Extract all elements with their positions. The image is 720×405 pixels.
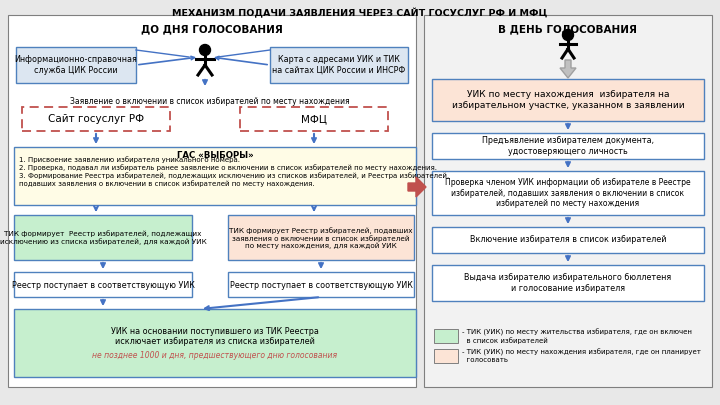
- Text: Включение избирателя в список избирателей: Включение избирателя в список избирателе…: [469, 235, 666, 245]
- Text: не позднее 1000 и дня, предшествующего дню голосования: не позднее 1000 и дня, предшествующего д…: [92, 350, 338, 360]
- FancyBboxPatch shape: [8, 15, 416, 387]
- FancyBboxPatch shape: [432, 227, 704, 253]
- Circle shape: [199, 45, 210, 55]
- Text: МФЦ: МФЦ: [301, 114, 327, 124]
- Text: Реестр поступает в соответствующую УИК: Реестр поступает в соответствующую УИК: [12, 281, 194, 290]
- Text: В ДЕНЬ ГОЛОСОВАНИЯ: В ДЕНЬ ГОЛОСОВАНИЯ: [498, 24, 637, 34]
- FancyArrow shape: [408, 177, 426, 197]
- FancyBboxPatch shape: [270, 47, 408, 83]
- FancyBboxPatch shape: [432, 133, 704, 159]
- FancyBboxPatch shape: [432, 171, 704, 215]
- Text: УИК по месту нахождения  избирателя на
избирательном участке, указанном в заявле: УИК по месту нахождения избирателя на из…: [451, 90, 684, 110]
- FancyBboxPatch shape: [14, 309, 416, 377]
- FancyBboxPatch shape: [228, 272, 414, 297]
- Circle shape: [562, 30, 574, 40]
- FancyBboxPatch shape: [16, 47, 136, 83]
- Text: ТИК формирует  Реестр избирателей, подлежащих
исключению из списка избирателей, : ТИК формирует Реестр избирателей, подлеж…: [0, 230, 207, 245]
- Text: Карта с адресами УИК и ТИК
на сайтах ЦИК России и ИНСРФ: Карта с адресами УИК и ТИК на сайтах ЦИК…: [272, 55, 405, 75]
- Text: 1. Присвоение заявлению избирателя уникального номера.
2. Проверка, подавал ли и: 1. Присвоение заявлению избирателя уника…: [19, 156, 449, 187]
- Text: УИК на основании поступившего из ТИК Реестра
исключает избирателя из списка изби: УИК на основании поступившего из ТИК Рее…: [111, 327, 319, 346]
- FancyArrow shape: [560, 60, 576, 78]
- Text: ТИК формирует Реестр избирателей, подавших
заявления о включении в список избира: ТИК формирует Реестр избирателей, подавш…: [229, 227, 413, 249]
- FancyBboxPatch shape: [22, 107, 170, 131]
- Text: Проверка членом УИК информации об избирателе в Реестре
избирателей, подавших зая: Проверка членом УИК информации об избира…: [445, 178, 690, 208]
- FancyBboxPatch shape: [432, 79, 704, 121]
- Text: Информационно-справочная
служба ЦИК России: Информационно-справочная служба ЦИК Росс…: [14, 55, 138, 75]
- Text: МЕХАНИЗМ ПОДАЧИ ЗАЯВЛЕНИЯ ЧЕРЕЗ САЙТ ГОСУСЛУГ РФ И МФЦ: МЕХАНИЗМ ПОДАЧИ ЗАЯВЛЕНИЯ ЧЕРЕЗ САЙТ ГОС…: [172, 8, 548, 18]
- FancyBboxPatch shape: [14, 147, 416, 205]
- Text: - ТИК (УИК) по месту жительства избирателя, где он включен
  в список избирателе: - ТИК (УИК) по месту жительства избирате…: [462, 328, 692, 344]
- Text: Сайт госуслуг РФ: Сайт госуслуг РФ: [48, 114, 144, 124]
- FancyBboxPatch shape: [228, 215, 414, 260]
- Text: - ТИК (УИК) по месту нахождения избирателя, где он планирует
  голосовать: - ТИК (УИК) по месту нахождения избирате…: [462, 349, 701, 363]
- FancyBboxPatch shape: [14, 272, 192, 297]
- Text: Предъявление избирателем документа,
удостоверяющего личность: Предъявление избирателем документа, удос…: [482, 136, 654, 156]
- FancyBboxPatch shape: [432, 265, 704, 301]
- FancyBboxPatch shape: [434, 349, 458, 363]
- FancyBboxPatch shape: [14, 215, 192, 260]
- Text: Выдача избирателю избирательного бюллетеня
и голосование избирателя: Выдача избирателю избирательного бюллете…: [464, 273, 672, 293]
- Text: Реестр поступает в соответствующую УИК: Реестр поступает в соответствующую УИК: [230, 281, 413, 290]
- Text: ГАС «ВЫБОРЫ»: ГАС «ВЫБОРЫ»: [176, 151, 253, 160]
- FancyBboxPatch shape: [240, 107, 388, 131]
- FancyBboxPatch shape: [434, 329, 458, 343]
- FancyBboxPatch shape: [424, 15, 712, 387]
- Text: Заявление о включении в список избирателей по месту нахождения: Заявление о включении в список избирател…: [70, 97, 350, 106]
- Text: ДО ДНЯ ГОЛОСОВАНИЯ: ДО ДНЯ ГОЛОСОВАНИЯ: [141, 24, 283, 34]
